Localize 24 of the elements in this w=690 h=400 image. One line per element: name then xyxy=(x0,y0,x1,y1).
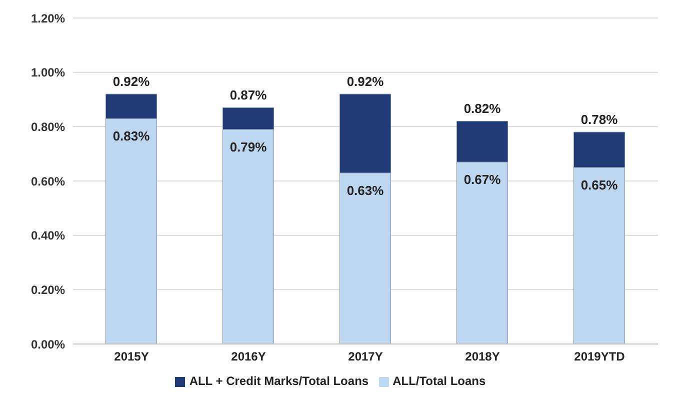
x-tick-label: 2018Y xyxy=(465,350,500,364)
y-tick-label: 0.00% xyxy=(30,337,66,352)
total-label: 0.78% xyxy=(580,112,618,128)
legend-label: ALL/Total Loans xyxy=(392,374,486,388)
y-tick-label: 0.20% xyxy=(30,282,66,297)
x-tick-label: 2017Y xyxy=(348,350,383,364)
total-label: 0.92% xyxy=(112,74,150,90)
x-tick-label: 2015Y xyxy=(114,350,149,364)
y-tick-label: 0.80% xyxy=(30,120,66,134)
total-label: 0.82% xyxy=(464,101,502,116)
y-tick-label: 0.40% xyxy=(30,228,66,243)
total-label: 0.92% xyxy=(346,74,384,90)
y-tick-label: 1.00% xyxy=(30,66,66,80)
total-label: 0.87% xyxy=(230,88,268,103)
data-label: 0.63% xyxy=(346,182,384,198)
x-tick-label: 2019YTD xyxy=(574,350,626,364)
x-tick-label: 2016Y xyxy=(231,350,266,364)
data-label: 0.67% xyxy=(464,172,502,187)
data-label: 0.79% xyxy=(230,139,268,154)
data-label: 0.65% xyxy=(580,177,618,192)
y-tick-label: 0.60% xyxy=(30,174,66,188)
y-tick-label: 1.20% xyxy=(30,11,66,26)
data-label: 0.83% xyxy=(112,128,150,144)
legend-label: ALL + Credit Marks/Total Loans xyxy=(189,374,369,388)
